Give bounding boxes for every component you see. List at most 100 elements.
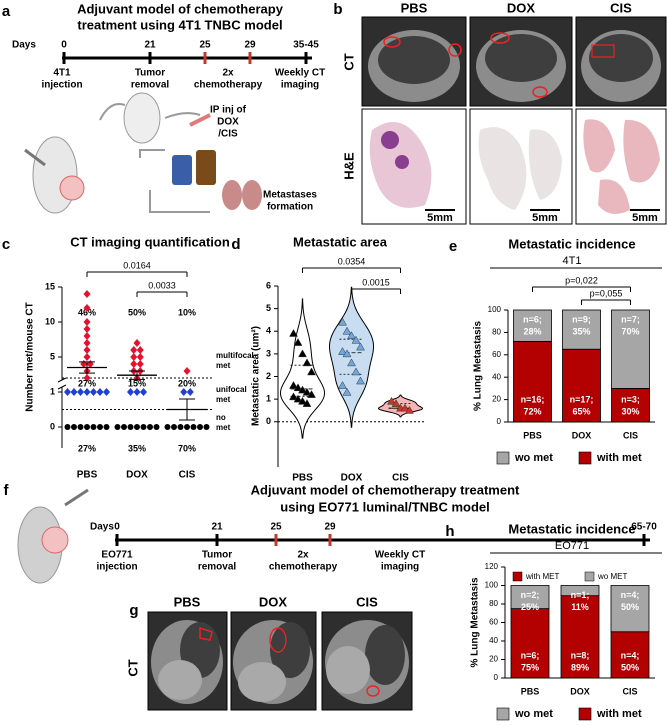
point	[289, 381, 298, 389]
point	[400, 403, 410, 412]
value-label: 70%	[621, 326, 639, 336]
timeline-event: removal	[198, 562, 237, 573]
lesion	[269, 627, 287, 653]
point	[134, 424, 140, 430]
tumor	[59, 175, 85, 201]
point	[140, 424, 147, 430]
column-header: CIS	[356, 594, 378, 609]
x-tick-label: DOX	[341, 473, 363, 484]
bar-segment	[510, 585, 550, 610]
point	[127, 424, 134, 430]
percent-label: 27%	[78, 378, 96, 388]
point	[203, 424, 210, 430]
point	[302, 358, 312, 367]
bar-segment	[513, 309, 552, 342]
group-annotation: met	[216, 423, 231, 432]
point	[103, 424, 110, 430]
point	[83, 339, 91, 347]
point	[127, 388, 134, 396]
percent-label: 35%	[128, 443, 146, 453]
group-annotation: no	[216, 413, 226, 422]
y-tick-label: 3	[266, 348, 271, 358]
timeline-day: 0	[61, 40, 67, 51]
chart-title: CT imaging quantification	[70, 234, 230, 249]
x-tick-label: DOX	[572, 430, 592, 440]
y-tick-label: 6	[266, 280, 271, 290]
images-g	[147, 611, 413, 711]
value-label: n=17;	[570, 394, 594, 404]
timeline-event: injection	[96, 562, 137, 573]
panel-letter: h	[445, 523, 454, 540]
y-tick-label: 120	[485, 562, 499, 571]
value-label: n=1;	[571, 590, 590, 600]
lesion	[490, 32, 510, 44]
point	[347, 358, 356, 367]
value-label: 89%	[571, 662, 589, 672]
value-label: 50%	[621, 602, 639, 612]
timeline-day: 21	[144, 40, 156, 51]
timeline-event: imaging	[381, 562, 419, 573]
y-tick-label: 100	[485, 581, 499, 590]
point	[177, 424, 184, 430]
note: Metastases	[263, 190, 317, 201]
point	[347, 331, 356, 340]
point	[307, 367, 316, 376]
bar-segment	[610, 585, 650, 633]
point	[103, 388, 110, 396]
panel-letter: d	[231, 236, 240, 253]
timeline-day: 35-45	[293, 40, 319, 51]
timeline-event: imaging	[281, 80, 319, 91]
y-tick-label: 1	[266, 394, 271, 404]
value-label: n=4;	[621, 590, 640, 600]
point	[351, 335, 361, 344]
tissue	[478, 127, 527, 210]
arrow	[99, 103, 126, 121]
timeline-event: 4T1	[53, 68, 71, 79]
timeline-event: Tumor	[202, 550, 232, 561]
column-header: PBS	[401, 0, 428, 15]
row-header: H&E	[341, 152, 356, 180]
point	[298, 385, 307, 394]
ct-lung	[365, 625, 405, 685]
point	[70, 388, 78, 396]
y-tick-label: 80	[489, 599, 498, 608]
point	[83, 290, 91, 298]
vial	[172, 155, 192, 185]
mouse	[32, 136, 78, 214]
point	[71, 424, 77, 430]
x-tick-label: CIS	[179, 470, 196, 481]
point	[97, 424, 103, 430]
y-tick-label: 5	[266, 303, 271, 313]
point	[293, 338, 303, 346]
row-header: CT	[341, 53, 356, 70]
y-axis-label: Number met/mouse CT	[25, 302, 36, 411]
legend-swatch	[512, 571, 523, 582]
point	[83, 325, 91, 333]
panel-letter: g	[129, 602, 138, 619]
scale-bar-label: 5mm	[427, 212, 453, 224]
point	[302, 399, 312, 407]
panel-title: Adjuvant model of chemotherapy	[77, 1, 284, 16]
point	[184, 424, 190, 430]
axis-break	[57, 384, 67, 390]
column-header: DOX	[259, 594, 288, 609]
value-label: n=16;	[521, 394, 545, 404]
point	[289, 392, 298, 401]
value-label: 50%	[621, 662, 639, 672]
y-tick-label: 1	[50, 386, 55, 396]
value-label: 11%	[571, 602, 589, 612]
y-tick-label: 40	[489, 636, 498, 645]
timeline-event: Weekly CT	[375, 550, 425, 561]
lesion	[366, 685, 380, 697]
violin	[279, 298, 326, 439]
note: DOX	[217, 117, 239, 128]
x-tick-label: PBS	[292, 473, 313, 484]
percent-label: 70%	[178, 443, 196, 453]
timeline-event: EO771	[101, 550, 133, 561]
legend-swatch	[496, 451, 510, 465]
point	[77, 424, 84, 430]
lung	[242, 180, 262, 210]
column-header: DOX	[507, 0, 536, 15]
mouse	[123, 92, 161, 144]
